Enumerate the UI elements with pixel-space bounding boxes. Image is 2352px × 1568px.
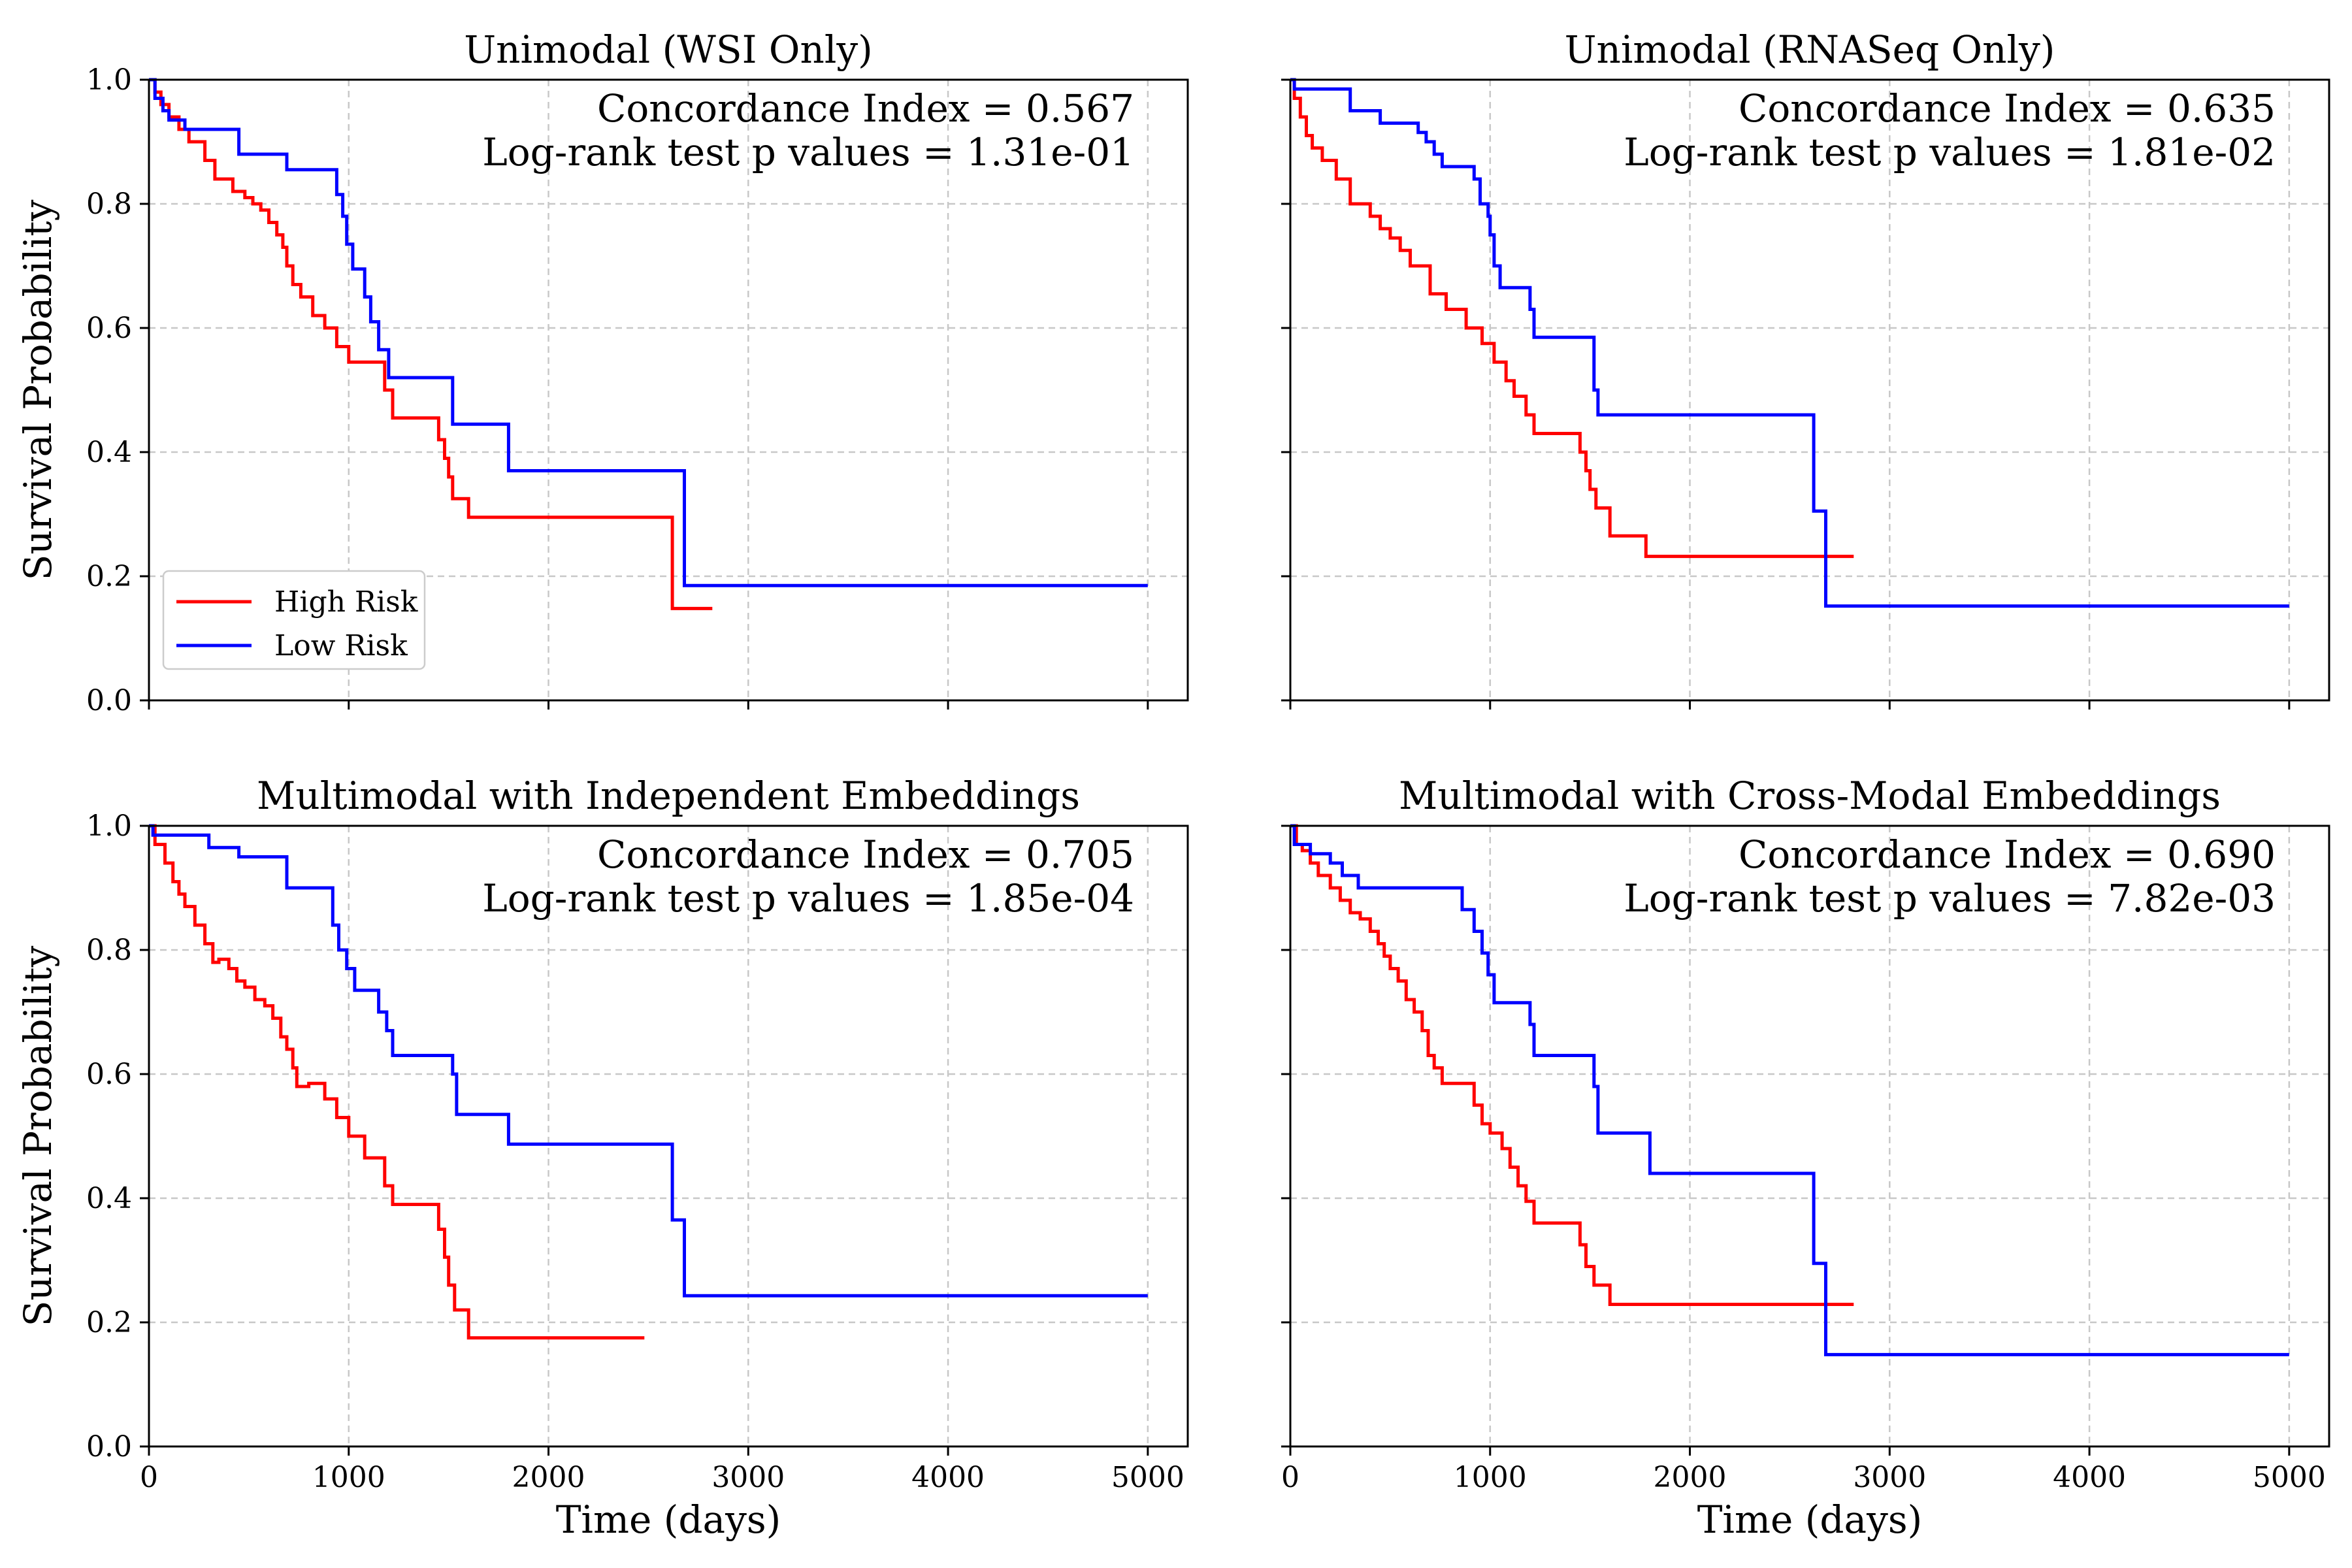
y-tick-label: 0.4	[86, 1182, 132, 1215]
panel-title: Multimodal with Independent Embeddings	[257, 774, 1080, 818]
x-axis-label: Time (days)	[1697, 1497, 1923, 1542]
x-tick-label: 3000	[1853, 1461, 1926, 1494]
plot-frame	[1289, 825, 2330, 1448]
low-risk-curve	[149, 78, 1148, 587]
low-risk-curve	[1290, 78, 2289, 608]
stats-annotation: Concordance Index = 0.690	[1739, 832, 2276, 877]
x-tick-label: 4000	[911, 1461, 985, 1494]
plot-frame	[1289, 78, 2330, 702]
stats-annotation: Concordance Index = 0.567	[597, 86, 1134, 131]
y-tick-label: 0.4	[86, 436, 132, 469]
x-tick-label: 0	[140, 1461, 158, 1494]
y-tick-label: 0.2	[86, 560, 132, 593]
panel-title: Unimodal (WSI Only)	[464, 27, 873, 72]
y-tick-label: 0.0	[86, 1430, 132, 1463]
plot-frame	[148, 78, 1189, 702]
x-tick-label: 1000	[312, 1461, 385, 1494]
y-axis-label: Survival Probability	[16, 199, 60, 580]
y-tick-label: 0.0	[86, 684, 132, 717]
panel-1: 0.0 0.2 0.4 0.6 0.8 1.0 Unimodal (WSI Only) Con…	[16, 27, 1189, 717]
y-tick-label: 0.2	[86, 1306, 132, 1339]
x-tick-label: 2000	[1654, 1461, 1727, 1494]
panel-title: Multimodal with Cross-Modal Embeddings	[1399, 774, 2221, 818]
high-risk-curve	[149, 824, 645, 1340]
high-risk-curve	[149, 78, 713, 610]
x-tick-label: 0	[1281, 1461, 1299, 1494]
y-tick-label: 0.8	[86, 934, 132, 967]
stats-annotation: Concordance Index = 0.635	[1739, 86, 2276, 131]
x-tick-label: 1000	[1454, 1461, 1527, 1494]
x-tick-label: 4000	[2053, 1461, 2126, 1494]
panel-2: Unimodal (RNASeq Only) Concordance Index …	[1281, 27, 2330, 710]
stats-annotation: Log-rank test p values = 7.82e-03	[1624, 876, 2276, 921]
y-tick-label: 0.6	[86, 1058, 132, 1091]
x-tick-label: 3000	[711, 1461, 785, 1494]
stats-annotation: Concordance Index = 0.705	[597, 832, 1134, 877]
stats-annotation: Log-rank test p values = 1.81e-02	[1624, 130, 2276, 174]
panel-4: 0 1000 2000 3000 4000 5000 Multimodal with Cro…	[1281, 774, 2330, 1542]
y-tick-label: 0.6	[86, 312, 132, 345]
legend-low-risk-label: Low Risk	[274, 629, 408, 662]
stats-annotation: Log-rank test p values = 1.85e-04	[482, 876, 1134, 921]
high-risk-curve	[1290, 78, 1854, 559]
y-tick-label: 1.0	[86, 63, 132, 97]
stats-annotation: Log-rank test p values = 1.31e-01	[482, 130, 1134, 174]
panel-title: Unimodal (RNASeq Only)	[1565, 27, 2055, 72]
y-axis-label: Survival Probability	[16, 945, 60, 1326]
panel-3: 0 1000 2000 3000 4000 5000 0.0 0.2 0.4 0.6 0.8 1.0 M…	[16, 774, 1189, 1542]
y-tick-label: 0.8	[86, 188, 132, 221]
plot-frame	[148, 825, 1189, 1448]
low-risk-curve	[149, 824, 1148, 1298]
x-tick-label: 2000	[512, 1461, 585, 1494]
x-axis-label: Time (days)	[556, 1497, 781, 1542]
high-risk-curve	[1290, 824, 1854, 1306]
x-tick-label: 5000	[1111, 1461, 1184, 1494]
x-tick-label: 5000	[2253, 1461, 2326, 1494]
y-tick-label: 1.0	[86, 809, 132, 843]
legend-high-risk-label: High Risk	[274, 585, 418, 619]
low-risk-curve	[1290, 824, 2289, 1356]
